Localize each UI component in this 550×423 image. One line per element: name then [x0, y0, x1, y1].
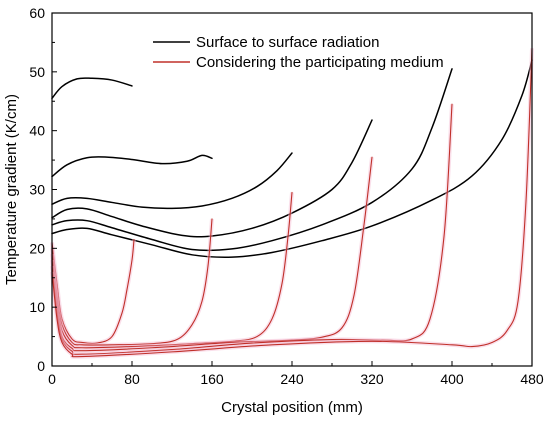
x-tick-label: 400	[440, 371, 464, 387]
surface-radiation-curve-4	[51, 68, 453, 252]
surface-radiation-curve-5	[51, 59, 533, 259]
surface-radiation-curve-0	[51, 77, 133, 100]
surface-radiation-curve-2	[51, 152, 293, 210]
y-tick-label: 40	[29, 123, 45, 139]
y-axis: 0 10 20 30 40 50 60	[29, 5, 57, 374]
x-tick-label: 0	[48, 371, 56, 387]
x-tick-label: 80	[124, 371, 140, 387]
participating-medium-curve-11	[51, 47, 533, 358]
surface-radiation-curve-3	[51, 119, 373, 238]
participating-medium-curve-7	[51, 218, 213, 346]
y-tick-label: 0	[37, 358, 45, 374]
y-tick-label: 30	[29, 182, 45, 198]
x-tick-label: 160	[200, 371, 224, 387]
x-tick-label: 240	[280, 371, 304, 387]
y-tick-label: 20	[29, 240, 45, 256]
participating-medium-curve-6	[51, 238, 135, 345]
x-axis: 0 80 160 240 320 400 480	[48, 361, 544, 387]
x-axis-title: Crystal position (mm)	[221, 399, 363, 416]
y-tick-label: 50	[29, 64, 45, 80]
legend-label-surface-radiation: Surface to surface radiation	[196, 34, 379, 51]
participating-medium-curve-glow-8	[50, 192, 294, 350]
participating-medium-curve-glow-7	[50, 218, 214, 348]
participating-medium-curve-glow-10	[50, 104, 454, 357]
y-axis-title: Temperature gradient (K/cm)	[3, 94, 20, 285]
legend-label-participating-medium: Considering the participating medium	[196, 54, 444, 71]
surface-radiation-curve-1	[51, 154, 213, 178]
x-tick-label: 320	[360, 371, 384, 387]
y-tick-label: 10	[29, 299, 45, 315]
participating-medium-curve-10	[51, 103, 453, 355]
plot-lines	[50, 47, 534, 359]
legend: Surface to surface radiation Considering…	[153, 34, 444, 71]
participating-medium-curve-9	[51, 156, 373, 352]
y-tick-label: 60	[29, 5, 45, 21]
participating-medium-curve-8	[51, 191, 293, 349]
x-tick-label: 480	[520, 371, 544, 387]
participating-medium-curve-glow-9	[50, 156, 374, 353]
